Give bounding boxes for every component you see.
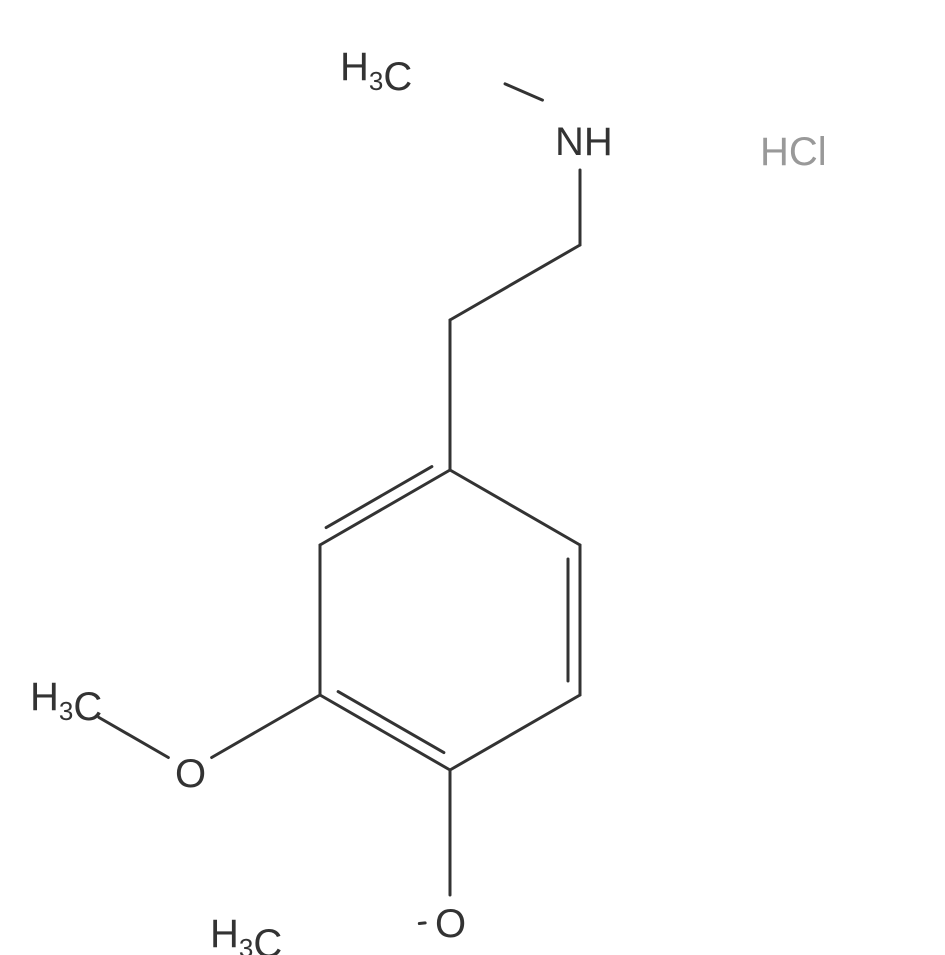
bond (450, 470, 580, 545)
bond (450, 695, 580, 770)
bond (320, 695, 450, 770)
bond (505, 84, 542, 100)
bond (320, 470, 450, 545)
bond (419, 923, 425, 924)
bond (212, 695, 320, 758)
atom-label: H3C (30, 675, 102, 729)
atom-label: O (435, 902, 466, 946)
atom-label: NH (555, 120, 613, 164)
bond (99, 717, 168, 757)
atom-label: O (175, 752, 206, 796)
bond-inner (326, 467, 432, 528)
molecule-diagram: NH H3C O H3C O H3C HCl (0, 0, 945, 955)
atom-label: H3C (210, 912, 282, 955)
bonds-group (99, 84, 580, 924)
salt-label: HCl (760, 130, 827, 174)
bond-inner (338, 692, 444, 753)
bond (450, 245, 580, 320)
molecule-svg: NH H3C O H3C O H3C HCl (0, 0, 945, 955)
atom-label: H3C (340, 45, 412, 99)
